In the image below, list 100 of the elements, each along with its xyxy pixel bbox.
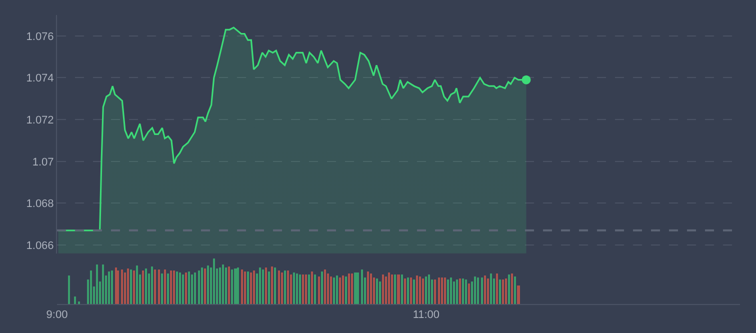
bar [265, 267, 267, 304]
bar [333, 277, 335, 304]
bar [481, 277, 483, 304]
bar [456, 279, 458, 304]
bar [151, 266, 153, 304]
bar [253, 270, 255, 304]
bar [308, 274, 310, 304]
bar [345, 276, 347, 304]
bar [318, 276, 320, 304]
y-tick-label: 1.068 [26, 198, 54, 210]
bar [382, 274, 384, 304]
bar [250, 272, 252, 304]
bar [115, 267, 117, 304]
bar [222, 264, 224, 304]
bar [305, 274, 307, 304]
bar [324, 269, 326, 304]
bar [167, 273, 169, 304]
bar [379, 281, 381, 304]
bar [241, 269, 243, 304]
bar [462, 278, 464, 304]
bar [90, 270, 92, 304]
y-tick-label: 1.072 [26, 114, 54, 126]
bar [158, 269, 160, 304]
bar [299, 274, 301, 304]
bar [136, 265, 138, 304]
bar [161, 273, 163, 304]
bar [231, 269, 233, 304]
bar [234, 268, 237, 304]
y-tick-label: 1.07 [32, 156, 54, 168]
bar [385, 276, 387, 304]
bar [388, 272, 390, 304]
bar [102, 264, 104, 304]
bar [502, 279, 504, 304]
bar [336, 275, 338, 304]
bar [311, 271, 313, 304]
bar [484, 275, 486, 304]
y-tick-label: 1.076 [26, 30, 54, 43]
bar [425, 276, 427, 304]
bar [281, 272, 283, 304]
bar [154, 269, 156, 304]
bar [441, 277, 443, 304]
bar [274, 267, 276, 304]
bar [302, 274, 304, 304]
bar [453, 281, 455, 304]
bar [434, 279, 436, 304]
bar [191, 274, 193, 304]
bar [271, 266, 273, 304]
bar [111, 270, 113, 304]
bar [373, 277, 375, 304]
bar [496, 273, 498, 304]
bar [133, 270, 135, 304]
bar [259, 267, 261, 304]
bar [130, 269, 132, 304]
bar [342, 275, 344, 304]
bar [201, 267, 203, 304]
bar [74, 296, 76, 304]
bar [278, 270, 280, 304]
bar [194, 272, 196, 304]
bar [376, 278, 378, 304]
bar [117, 270, 119, 304]
bar [170, 270, 172, 304]
bar [296, 273, 298, 304]
bar [321, 271, 323, 304]
bar [413, 279, 415, 304]
bar [164, 269, 166, 304]
bar [450, 277, 452, 304]
bar [361, 269, 363, 304]
bar [447, 279, 449, 304]
bar [247, 271, 249, 304]
y-tick-label: 1.074 [26, 72, 54, 85]
x-tick-label: 11:00 [412, 309, 440, 322]
bar [367, 271, 369, 304]
bar [354, 272, 357, 304]
bar [391, 274, 393, 304]
bar [327, 273, 329, 304]
bar [505, 278, 507, 304]
bar [68, 275, 70, 304]
bar [207, 265, 209, 304]
bar [145, 268, 147, 304]
x-tick-label: 9:00 [46, 309, 68, 322]
bar [438, 277, 440, 304]
bar [351, 273, 353, 304]
bar [284, 270, 286, 304]
bar [198, 270, 200, 304]
bar [124, 272, 126, 304]
bar [290, 274, 292, 304]
bar [237, 267, 239, 304]
bar [394, 274, 396, 304]
bar [225, 267, 227, 304]
bar [422, 278, 424, 304]
bar [179, 272, 181, 304]
bar [357, 272, 359, 304]
bar [444, 277, 446, 304]
bar [213, 258, 215, 304]
bar [419, 276, 421, 304]
bar [514, 276, 516, 304]
bar [204, 268, 206, 304]
bar [508, 274, 510, 304]
bar [487, 278, 489, 304]
bar [314, 274, 316, 304]
